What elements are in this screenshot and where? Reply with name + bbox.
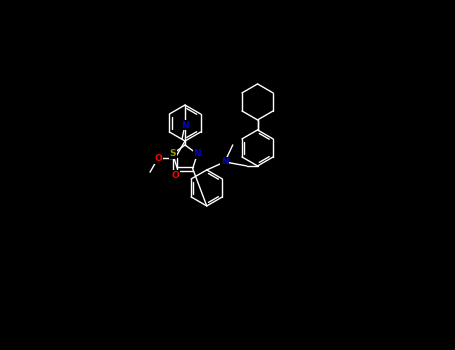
Text: S: S: [169, 149, 176, 159]
Text: O: O: [154, 154, 162, 163]
Text: N: N: [193, 149, 201, 159]
Text: N: N: [181, 120, 189, 130]
Text: N: N: [221, 158, 228, 167]
Text: O: O: [171, 171, 179, 180]
